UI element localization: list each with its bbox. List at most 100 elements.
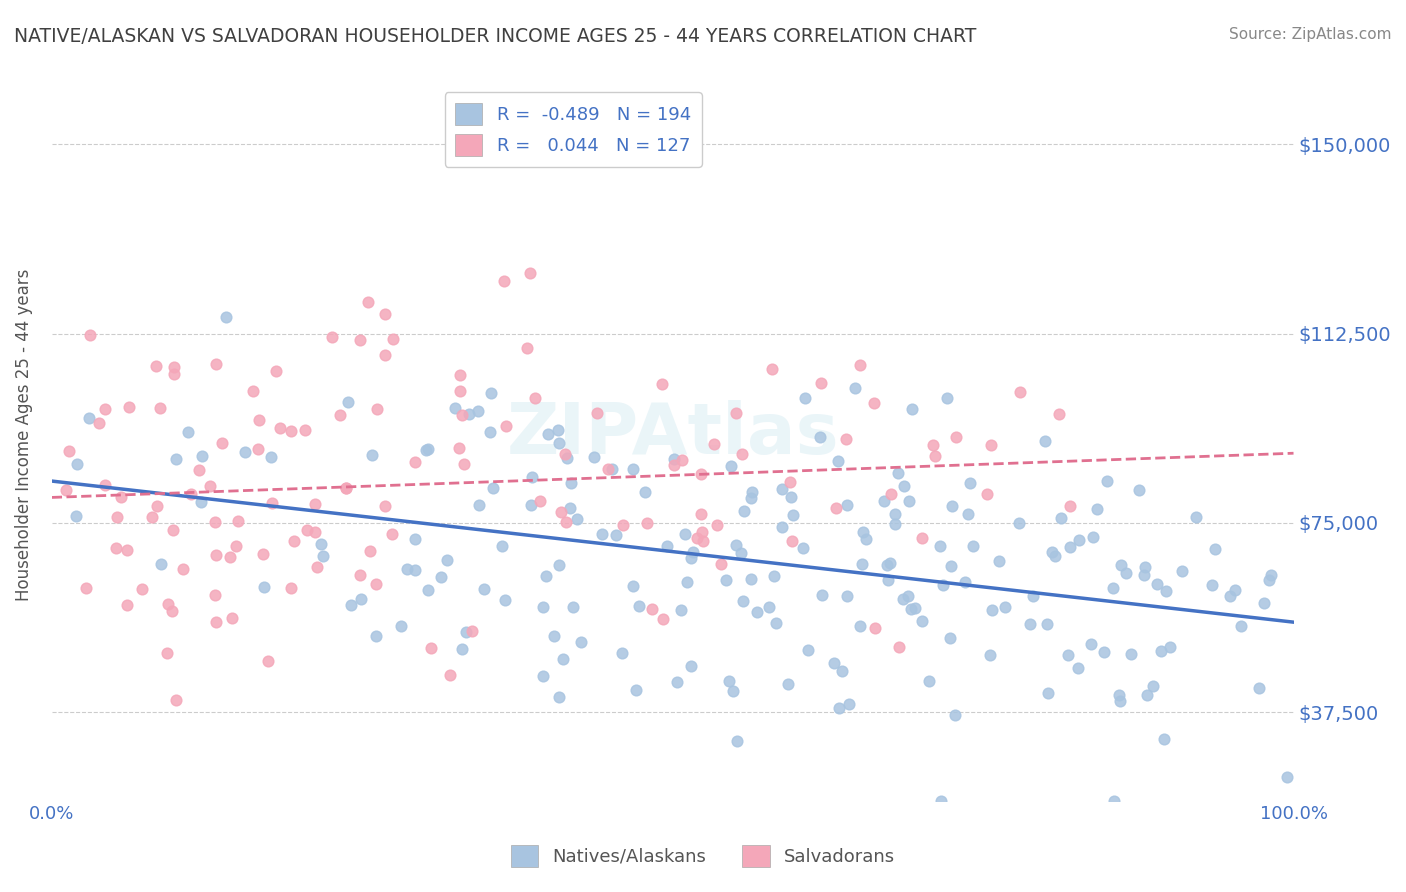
Point [1036, 617, 1059, 632]
Point [205, 549, 228, 563]
Point [612, 518, 634, 533]
Point [825, 501, 848, 516]
Point [747, 605, 769, 619]
Point [1085, 502, 1108, 516]
Point [283, 533, 305, 548]
Point [494, 592, 516, 607]
Point [627, 599, 650, 614]
Point [731, 447, 754, 461]
Point [651, 376, 673, 391]
Point [468, 498, 491, 512]
Point [404, 455, 426, 469]
Point [987, 554, 1010, 568]
Text: ZIPAtlas: ZIPAtlas [506, 401, 839, 469]
Point [304, 497, 326, 511]
Point [929, 794, 952, 808]
Point [725, 538, 748, 552]
Point [770, 520, 793, 534]
Point [264, 364, 287, 378]
Point [110, 490, 132, 504]
Point [188, 462, 211, 476]
Point [838, 697, 860, 711]
Point [1249, 681, 1271, 695]
Point [782, 508, 804, 522]
Point [350, 592, 373, 607]
Point [1136, 689, 1159, 703]
Point [451, 642, 474, 657]
Point [706, 517, 728, 532]
Point [467, 404, 489, 418]
Point [717, 674, 740, 689]
Point [252, 547, 274, 561]
Point [941, 499, 963, 513]
Point [676, 574, 699, 589]
Point [692, 533, 714, 548]
Point [741, 485, 763, 500]
Point [309, 537, 332, 551]
Point [558, 500, 581, 515]
Point [862, 395, 884, 409]
Point [561, 599, 583, 614]
Point [662, 451, 685, 466]
Point [543, 629, 565, 643]
Point [621, 461, 644, 475]
Point [311, 549, 333, 564]
Point [233, 445, 256, 459]
Point [163, 367, 186, 381]
Point [1080, 637, 1102, 651]
Point [242, 384, 264, 398]
Point [225, 539, 247, 553]
Point [1223, 582, 1246, 597]
Point [621, 579, 644, 593]
Point [105, 541, 128, 556]
Point [520, 498, 543, 512]
Legend: R =  -0.489   N = 194, R =   0.044   N = 127: R = -0.489 N = 194, R = 0.044 N = 127 [444, 92, 702, 167]
Point [75, 581, 97, 595]
Point [1275, 770, 1298, 784]
Text: NATIVE/ALASKAN VS SALVADORAN HOUSEHOLDER INCOME AGES 25 - 44 YEARS CORRELATION C: NATIVE/ALASKAN VS SALVADORAN HOUSEHOLDER… [14, 27, 976, 45]
Point [381, 332, 404, 346]
Point [335, 481, 357, 495]
Point [491, 539, 513, 553]
Point [160, 604, 183, 618]
Point [1219, 589, 1241, 603]
Point [852, 525, 875, 540]
Point [1253, 596, 1275, 610]
Point [495, 418, 517, 433]
Point [957, 508, 980, 522]
Point [779, 475, 801, 489]
Point [165, 692, 187, 706]
Point [887, 466, 910, 480]
Point [634, 485, 657, 500]
Point [770, 483, 793, 497]
Point [304, 524, 326, 539]
Point [79, 327, 101, 342]
Point [976, 487, 998, 501]
Point [454, 625, 477, 640]
Point [257, 654, 280, 668]
Point [793, 391, 815, 405]
Point [460, 624, 482, 639]
Point [180, 486, 202, 500]
Point [1008, 516, 1031, 530]
Point [1008, 384, 1031, 399]
Point [1133, 560, 1156, 574]
Point [247, 413, 270, 427]
Point [797, 642, 820, 657]
Point [420, 640, 443, 655]
Point [404, 532, 426, 546]
Point [685, 531, 707, 545]
Point [720, 458, 742, 473]
Point [725, 733, 748, 747]
Point [1059, 540, 1081, 554]
Point [1204, 542, 1226, 557]
Point [533, 669, 555, 683]
Point [792, 541, 814, 556]
Point [740, 572, 762, 586]
Point [89, 416, 111, 430]
Point [884, 516, 907, 531]
Point [297, 523, 319, 537]
Point [340, 599, 363, 613]
Point [1095, 474, 1118, 488]
Point [221, 611, 243, 625]
